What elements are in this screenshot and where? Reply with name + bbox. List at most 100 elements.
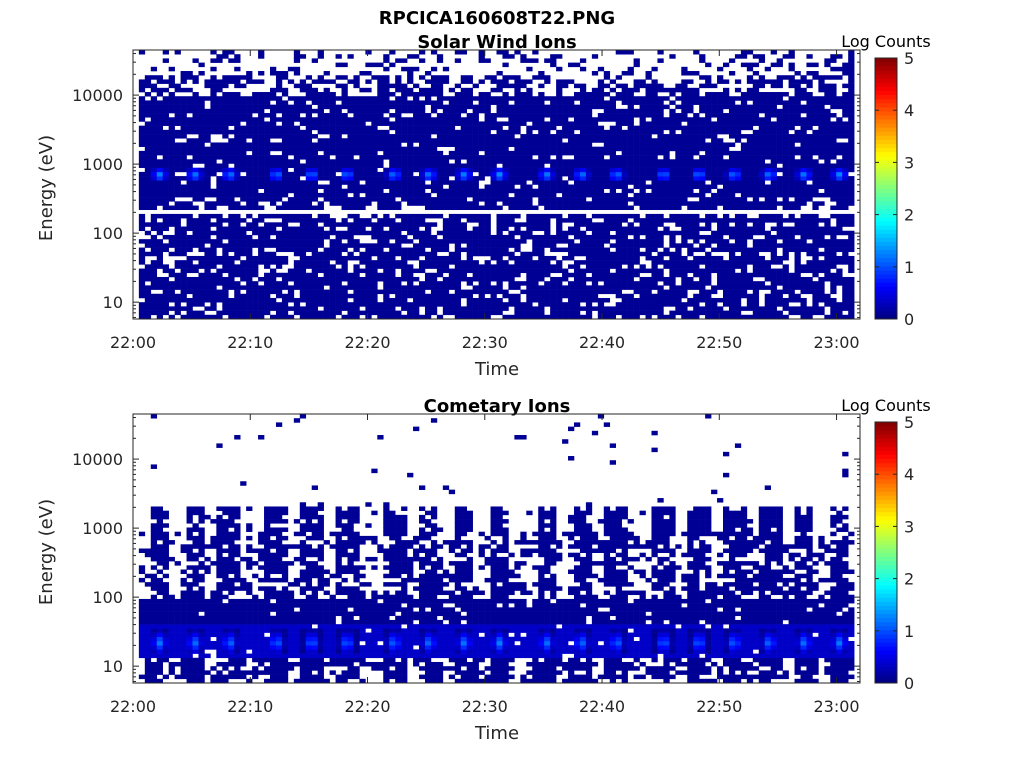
- heatmap-cell: [353, 297, 360, 303]
- heatmap-cell: [323, 255, 330, 261]
- heatmap-cell: [353, 239, 360, 244]
- heatmap-cell: [252, 134, 259, 139]
- heatmap-cell: [359, 276, 366, 282]
- heatmap-cell: [293, 247, 301, 253]
- heatmap-cell: [395, 134, 402, 139]
- heatmap-cell: [150, 188, 158, 194]
- heatmap-cell: [413, 213, 420, 219]
- heatmap-cell: [240, 197, 247, 202]
- heatmap-cell: [514, 83, 521, 89]
- heatmap-cell: [436, 188, 444, 194]
- heatmap-cell: [180, 226, 187, 232]
- heatmap-cell: [514, 192, 521, 198]
- heatmap-cell: [740, 213, 748, 219]
- heatmap-cell: [407, 146, 414, 152]
- heatmap-cell: [717, 243, 724, 248]
- heatmap-cell: [472, 192, 479, 198]
- heatmap-cell: [281, 192, 289, 198]
- heatmap-cell: [579, 184, 587, 189]
- heatmap-cell: [573, 197, 581, 202]
- heatmap-cell: [454, 306, 462, 311]
- heatmap-cell: [627, 159, 634, 164]
- heatmap-cell: [270, 272, 277, 278]
- heatmap-cell: [556, 310, 563, 316]
- heatmap-cell: [419, 159, 426, 164]
- heatmap-cell: [180, 314, 187, 320]
- heatmap-cell: [252, 155, 259, 160]
- heatmap-cell: [651, 285, 658, 290]
- heatmap-cell: [693, 146, 700, 152]
- heatmap-cell: [526, 213, 533, 219]
- heatmap-cell: [389, 255, 396, 261]
- heatmap-cell: [627, 125, 634, 131]
- heatmap-cell: [305, 184, 313, 189]
- heatmap-cell: [573, 272, 581, 278]
- heatmap-cell: [281, 117, 289, 122]
- heatmap-cell: [287, 314, 295, 320]
- heatmap-cell: [454, 129, 462, 135]
- heatmap-cell: [591, 96, 599, 101]
- heatmap-cell: [454, 289, 462, 295]
- heatmap-cell: [639, 306, 646, 311]
- heatmap-cell: [544, 142, 551, 147]
- heatmap-cell: [532, 188, 539, 194]
- heatmap-cell: [264, 226, 271, 232]
- heatmap-cell: [448, 138, 456, 143]
- heatmap-cell: [454, 310, 462, 316]
- heatmap-cell: [639, 129, 646, 135]
- heatmap-cell: [317, 167, 324, 173]
- heatmap-cell: [186, 142, 193, 147]
- heatmap-cell: [258, 213, 265, 219]
- heatmap-cell: [156, 171, 163, 177]
- heatmap-cell: [413, 113, 420, 118]
- heatmap-cell: [705, 226, 712, 232]
- heatmap-cell: [568, 176, 575, 181]
- heatmap-cell: [287, 150, 295, 156]
- heatmap-cell: [419, 142, 426, 147]
- heatmap-cell: [502, 180, 509, 185]
- heatmap-cell: [496, 222, 503, 227]
- heatmap-cell: [556, 289, 563, 295]
- heatmap-cell: [216, 314, 223, 320]
- heatmap-cell: [573, 285, 581, 290]
- heatmap-cell: [693, 176, 700, 181]
- heatmap-cell: [460, 226, 467, 232]
- heatmap-cell: [562, 314, 569, 320]
- heatmap-cell: [275, 71, 283, 76]
- heatmap-cell: [627, 108, 634, 114]
- heatmap-cell: [395, 87, 402, 93]
- heatmap-cell: [740, 50, 748, 55]
- heatmap-cell: [597, 171, 605, 177]
- heatmap-cell: [645, 314, 652, 320]
- heatmap-cell: [627, 155, 634, 160]
- heatmap-cell: [144, 180, 152, 185]
- heatmap-cell: [335, 234, 342, 240]
- heatmap-cell: [448, 87, 456, 93]
- heatmap-cell: [156, 79, 163, 84]
- heatmap-cell: [591, 121, 599, 126]
- heatmap-cell: [728, 281, 736, 286]
- heatmap-cell: [293, 192, 301, 198]
- heatmap-cell: [538, 155, 545, 160]
- heatmap-cell: [526, 138, 533, 143]
- heatmap-cell: [484, 302, 491, 307]
- heatmap-cell: [627, 92, 634, 97]
- heatmap-cell: [353, 125, 360, 131]
- heatmap-cell: [210, 58, 217, 63]
- heatmap-cell: [556, 184, 563, 189]
- heatmap-cell: [436, 205, 444, 211]
- heatmap-cell: [186, 213, 193, 219]
- heatmap-cell: [633, 314, 640, 320]
- heatmap-cell: [180, 184, 187, 189]
- heatmap-cell: [413, 159, 420, 164]
- heatmap-cell: [144, 222, 152, 227]
- heatmap-cell: [550, 293, 557, 299]
- heatmap-cell: [198, 285, 205, 290]
- heatmap-cell: [258, 79, 265, 84]
- heatmap-cell: [585, 129, 593, 135]
- heatmap-cell: [651, 264, 658, 269]
- heatmap-cell: [645, 155, 652, 160]
- heatmap-cell: [347, 197, 354, 202]
- heatmap-cell: [311, 142, 318, 147]
- heatmap-cell: [138, 96, 146, 101]
